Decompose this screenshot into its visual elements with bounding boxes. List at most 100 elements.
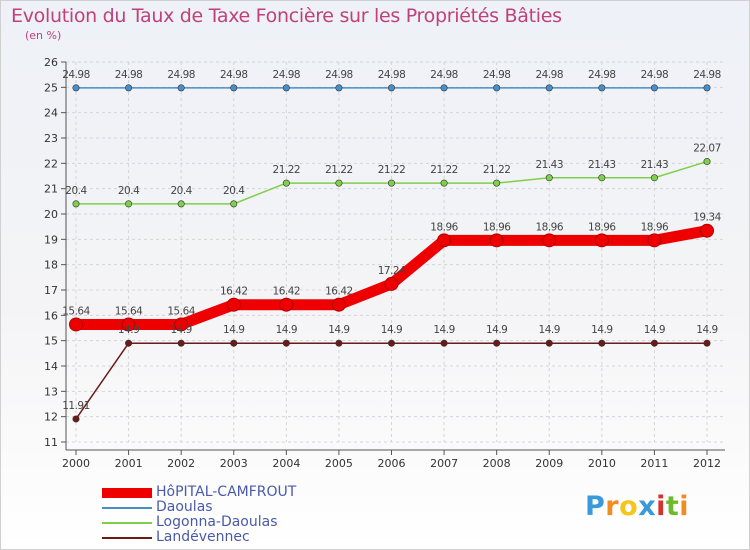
data-label: 18.96 [483, 221, 511, 233]
logo-letter: P [585, 491, 605, 522]
y-tick-label: 25 [44, 81, 58, 94]
data-label: 24.98 [325, 69, 353, 81]
data-point [388, 85, 394, 91]
data-point [178, 340, 184, 346]
data-point [441, 180, 447, 186]
y-tick-label: 24 [44, 107, 58, 120]
y-tick-label: 11 [44, 436, 58, 449]
legend-item: Logonna-Daoulas [102, 515, 296, 530]
x-tick-label: 2010 [588, 457, 616, 470]
data-point [227, 298, 240, 311]
data-label: 24.98 [378, 69, 406, 81]
data-label: 24.98 [115, 69, 143, 81]
data-point [332, 298, 345, 311]
data-label: 16.42 [325, 286, 353, 298]
data-point [336, 85, 342, 91]
data-point [441, 85, 447, 91]
y-tick-label: 12 [44, 411, 58, 424]
data-point [283, 340, 289, 346]
data-label: 21.43 [641, 159, 669, 171]
data-label: 14.9 [486, 324, 507, 336]
data-label: 21.43 [588, 159, 616, 171]
legend-item: Daoulas [102, 500, 296, 515]
logo-letter: x [638, 491, 656, 522]
axes: 11 12 13 14 15 16 17 18 19 20 21 22 23 24 25 26 2000 2001… [44, 56, 725, 470]
data-label: 16.42 [220, 286, 248, 298]
logo-letter: o [619, 491, 638, 522]
data-point [231, 85, 237, 91]
data-label: 19.34 [693, 212, 721, 224]
data-label: 22.07 [693, 143, 721, 155]
data-point [283, 85, 289, 91]
data-label: 21.22 [430, 164, 458, 176]
data-label: 15.64 [115, 305, 143, 317]
legend-label: Logonna-Daoulas [156, 515, 278, 530]
data-label: 14.9 [118, 324, 139, 336]
x-tick-label: 2003 [220, 457, 248, 470]
x-tick-label: 2008 [483, 457, 511, 470]
data-point [546, 85, 552, 91]
y-tick-label: 16 [44, 309, 58, 322]
data-label: 24.98 [62, 69, 90, 81]
legend-label: Daoulas [156, 500, 213, 515]
y-tick-label: 23 [44, 132, 58, 145]
data-label: 14.9 [223, 324, 244, 336]
data-point [704, 85, 710, 91]
legend-label: HôPITAL-CAMFROUT [156, 485, 296, 500]
data-label: 21.22 [483, 164, 511, 176]
data-label: 21.22 [325, 164, 353, 176]
data-label: 14.9 [539, 324, 560, 336]
data-point [336, 340, 342, 346]
data-point [441, 340, 447, 346]
data-label: 14.9 [328, 324, 349, 336]
y-tick-label: 20 [44, 208, 58, 221]
data-point [648, 234, 661, 247]
data-point [493, 85, 499, 91]
legend-label: Landévennec [156, 530, 250, 545]
data-label: 14.9 [433, 324, 454, 336]
data-label: 24.98 [693, 69, 721, 81]
y-tick-label: 14 [44, 360, 58, 373]
data-point [599, 175, 605, 181]
data-point [388, 340, 394, 346]
data-label: 18.96 [535, 221, 563, 233]
data-label: 14.9 [381, 324, 402, 336]
data-label: 24.98 [535, 69, 563, 81]
data-point [599, 85, 605, 91]
x-tick-label: 2004 [272, 457, 300, 470]
data-point [231, 340, 237, 346]
data-point [231, 201, 237, 207]
logo-letter: t [666, 491, 679, 522]
legend-item: Landévennec [102, 530, 296, 545]
data-point [599, 340, 605, 346]
data-point [125, 340, 131, 346]
legend-swatch [102, 522, 152, 524]
y-tick-label: 17 [44, 284, 58, 297]
data-label: 14.9 [644, 324, 665, 336]
data-label: 24.98 [167, 69, 195, 81]
data-label: 17.24 [378, 265, 406, 277]
legend-item: HôPITAL-CAMFROUT [102, 485, 296, 500]
data-point [73, 416, 79, 422]
data-label: 24.98 [641, 69, 669, 81]
data-point [493, 340, 499, 346]
data-point [178, 85, 184, 91]
data-label: 18.96 [430, 221, 458, 233]
data-point [543, 234, 556, 247]
data-point [651, 175, 657, 181]
data-label: 20.4 [65, 185, 87, 197]
data-label: 18.96 [641, 221, 669, 233]
data-point [336, 180, 342, 186]
data-point [388, 180, 394, 186]
proxiti-logo: Proxiti [585, 491, 689, 522]
data-label: 14.9 [696, 324, 717, 336]
y-tick-label: 21 [44, 183, 58, 196]
data-point [651, 340, 657, 346]
data-label: 15.64 [62, 305, 90, 317]
x-tick-label: 2007 [430, 457, 458, 470]
data-label: 20.4 [118, 185, 140, 197]
x-tick-label: 2012 [693, 457, 721, 470]
x-tick-label: 2009 [535, 457, 563, 470]
data-point [546, 340, 552, 346]
data-point [651, 85, 657, 91]
